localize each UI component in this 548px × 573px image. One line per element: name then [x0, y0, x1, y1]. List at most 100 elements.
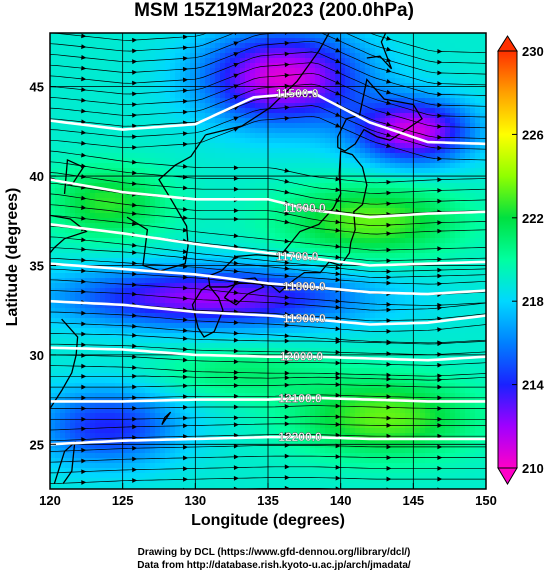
height-contour: 11900.0: [50, 299, 486, 326]
wind-arrow: [81, 469, 87, 475]
wind-arrow: [233, 165, 239, 171]
wind-arrow: [233, 176, 239, 181]
wind-arrow: [335, 58, 341, 64]
wind-arrow: [182, 336, 189, 341]
wind-arrow: [132, 291, 138, 297]
wind-arrow: [132, 478, 138, 483]
wind-arrow: [233, 298, 239, 304]
wind-arrow: [132, 159, 138, 165]
wind-arrow: [335, 422, 341, 427]
wind-arrow: [81, 246, 87, 252]
wind-arrow: [183, 415, 189, 421]
wind-arrow: [233, 73, 239, 79]
y-tick-label: 40: [30, 169, 44, 184]
wind-arrow: [81, 458, 87, 464]
wind-arrow: [182, 249, 189, 254]
wind-arrow: [284, 219, 290, 225]
wind-arrow: [386, 423, 392, 428]
colorbar: 210 214 218 222 226 230: [497, 35, 544, 485]
wind-arrow: [233, 330, 239, 336]
wind-arrow: [182, 206, 189, 212]
wind-arrow: [81, 321, 87, 327]
wind-arrow: [132, 365, 138, 370]
wind-arrow: [437, 48, 443, 54]
wind-arrow: [132, 354, 138, 360]
y-axis-label: Latitude (degrees): [4, 187, 21, 327]
wind-arrow: [182, 285, 189, 291]
wind-arrow: [132, 271, 138, 277]
wind-arrow: [182, 131, 189, 136]
wind-arrow: [386, 361, 392, 367]
wind-arrow: [81, 373, 87, 379]
wind-arrow: [386, 455, 392, 461]
wind-arrow: [81, 130, 87, 135]
streamline: [50, 322, 486, 344]
streamline: [50, 365, 486, 377]
wind-arrow: [437, 384, 443, 390]
wind-arrow: [233, 41, 239, 46]
wind-arrow: [132, 456, 138, 462]
wind-arrow: [131, 221, 138, 227]
wind-arrow: [132, 70, 138, 75]
wind-arrow: [182, 56, 189, 61]
streamline: [50, 415, 486, 420]
wind-arrow: [284, 414, 290, 420]
wind-arrow: [284, 442, 290, 448]
wind-arrow: [386, 444, 392, 450]
wind-arrow: [182, 368, 189, 374]
wind-arrow: [81, 119, 87, 125]
contour-label: 11900.0: [283, 312, 326, 326]
wind-arrow: [132, 416, 138, 422]
wind-arrow: [233, 233, 239, 239]
wind-arrow: [81, 342, 87, 348]
wind-arrow: [81, 215, 87, 221]
wind-arrow: [386, 258, 392, 264]
wind-arrow: [437, 362, 443, 368]
wind-arrow: [386, 328, 392, 334]
height-contour: 12200.0: [50, 430, 486, 446]
wind-arrow: [81, 310, 87, 316]
wind-arrow: [233, 216, 239, 222]
colorbar-tick-label: 222: [522, 211, 544, 226]
wind-arrow: [81, 195, 87, 201]
wind-arrow: [335, 112, 341, 117]
wind-arrow: [437, 476, 443, 482]
contour-line: [50, 435, 486, 446]
wind-arrow: [132, 48, 138, 54]
wind-arrow: [437, 327, 443, 332]
wind-arrow: [81, 491, 86, 496]
wind-arrow: [335, 198, 341, 203]
wind-arrow: [233, 95, 239, 100]
wind-arrow: [81, 416, 87, 422]
contour-label: 11600.0: [283, 201, 326, 215]
wind-arrow: [335, 254, 341, 260]
wind-arrow: [132, 37, 138, 43]
wind-arrow: [81, 480, 87, 485]
streamline: [50, 215, 486, 251]
contour-label: 12000.0: [280, 350, 324, 364]
wind-arrow: [81, 237, 87, 243]
contour-line: [50, 178, 486, 219]
wind-arrow: [81, 279, 87, 284]
wind-arrow: [335, 336, 341, 342]
wind-arrow: [437, 188, 443, 193]
wind-arrow: [233, 52, 239, 57]
wind-arrow: [132, 467, 138, 473]
wind-arrow: [284, 168, 290, 173]
wind-arrow: [285, 19, 290, 24]
wind-arrow: [233, 20, 239, 24]
wind-arrow: [132, 91, 138, 97]
colorbar-min-triangle: [497, 467, 518, 485]
wind-arrow: [233, 422, 239, 428]
colorbar-tick-label: 230: [522, 44, 544, 59]
wind-arrow: [335, 315, 341, 321]
contour-label: 12100.0: [278, 391, 322, 405]
wind-arrow: [132, 323, 138, 329]
wind-arrow: [386, 269, 392, 274]
wind-arrow: [132, 384, 138, 390]
wind-arrow: [437, 220, 443, 226]
wind-arrow: [437, 267, 443, 273]
wind-arrow: [81, 163, 87, 169]
wind-arrow: [182, 346, 189, 352]
